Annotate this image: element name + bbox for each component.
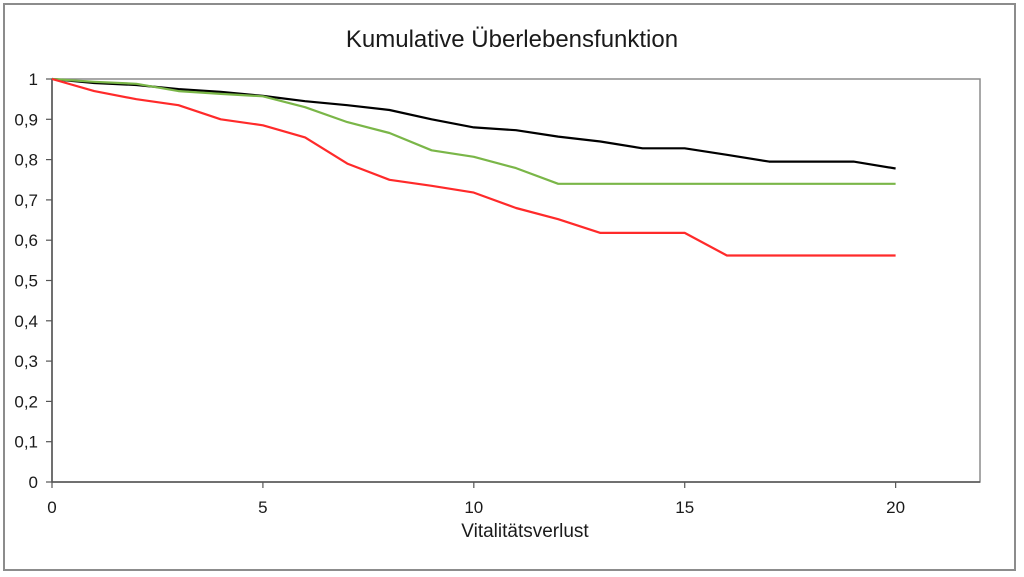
x-tick-label: 20	[886, 498, 905, 517]
y-tick-label: 0,3	[14, 352, 38, 371]
series-line-1	[51, 77, 896, 170]
series-line-2	[51, 77, 896, 185]
plot-area-border	[51, 78, 981, 483]
series-line-3	[51, 77, 896, 257]
x-tick-label: 0	[47, 498, 56, 517]
y-tick-label: 0,5	[14, 272, 38, 291]
y-tick-label: 0,4	[14, 312, 38, 331]
tick-layer: 00,10,20,30,40,50,60,70,80,910 5 10 15 20	[14, 70, 905, 517]
axes	[51, 78, 981, 483]
y-tick-label: 0,1	[14, 433, 38, 452]
y-tick-label: 1	[29, 70, 38, 89]
y-tick-label: 0,7	[14, 191, 38, 210]
y-tick-label: 0,6	[14, 231, 38, 250]
y-tick-label: 0,8	[14, 151, 38, 170]
series-layer	[51, 77, 896, 257]
x-tick-label: 15	[675, 498, 694, 517]
chart-title: Kumulative Überlebensfunktion	[345, 26, 679, 53]
y-tick-label: 0,9	[14, 110, 38, 129]
chart-frame	[3, 3, 1016, 571]
x-tick-label: 10	[464, 498, 483, 517]
x-tick-label: 5	[258, 498, 267, 517]
y-tick-label: 0	[29, 473, 38, 492]
x-axis-title: Vitalitätsverlust	[461, 521, 589, 542]
y-tick-label: 0,2	[14, 392, 38, 411]
